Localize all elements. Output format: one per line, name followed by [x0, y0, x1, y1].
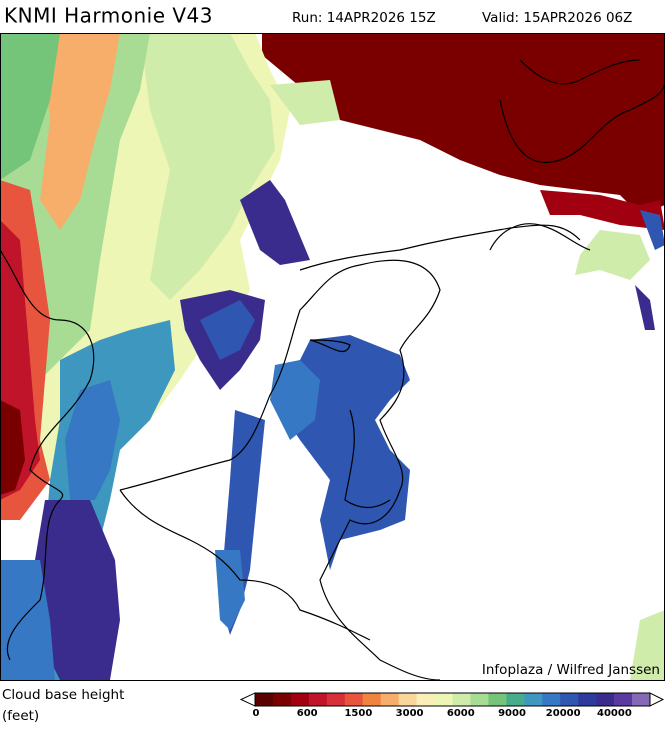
- colorbar-swatch: [326, 693, 346, 706]
- credit: Infoplaza / Wilfred Janssen: [482, 662, 660, 678]
- colorbar-swatch: [398, 693, 417, 706]
- colorbar-tick-label: 20000: [546, 708, 581, 719]
- colorbar-swatch: [560, 693, 579, 706]
- run-time: Run: 14APR2026 15Z: [292, 10, 436, 26]
- legend-label: (feet): [2, 708, 39, 724]
- colorbar-tick-label: 6000: [447, 708, 475, 719]
- colorbar-swatch: [344, 693, 364, 706]
- valid-time: Valid: 15APR2026 06Z: [482, 10, 632, 26]
- colorbar-swatch: [380, 693, 399, 706]
- colorbar-tick-label: 40000: [597, 708, 632, 719]
- colorbar-swatch: [434, 693, 453, 706]
- colorbar-tick-label: 3000: [396, 708, 424, 719]
- colorbar-tick-label: 0: [253, 708, 260, 719]
- colorbar-arrow: [239, 692, 256, 707]
- colorbar-swatch: [308, 693, 328, 706]
- colorbar: 0 600 1500 3000 6000 9000 20000 40000: [239, 692, 665, 719]
- colorbar-swatch: [255, 693, 274, 706]
- map-title: KNMI Harmonie V43: [4, 4, 213, 28]
- map-field: [0, 33, 665, 681]
- colorbar-swatch: [290, 693, 310, 706]
- colorbar-swatch: [470, 693, 489, 706]
- colorbar-tick-label: 9000: [498, 708, 526, 719]
- map-borders: [0, 59, 665, 681]
- colorbar-swatch: [542, 693, 561, 706]
- colorbar-swatch: [272, 693, 292, 706]
- colorbar-swatch: [578, 693, 597, 706]
- legend-label: Cloud base height: [2, 687, 124, 703]
- colorbar-arrow: [649, 692, 665, 707]
- colorbar-swatch: [488, 693, 507, 706]
- colorbar-swatch: [524, 693, 543, 706]
- colorbar-swatch: [614, 693, 633, 706]
- colorbar-swatch: [362, 693, 381, 706]
- colorbar-swatch: [416, 693, 435, 706]
- colorbar-swatch: [632, 693, 651, 706]
- colorbar-tick-label: 600: [297, 708, 318, 719]
- colorbar-swatch: [506, 693, 525, 706]
- colorbar-frame: [254, 692, 651, 707]
- colorbar-swatch: [452, 693, 471, 706]
- colorbar-swatch: [596, 693, 615, 706]
- colorbar-tick-label: 1500: [344, 708, 372, 719]
